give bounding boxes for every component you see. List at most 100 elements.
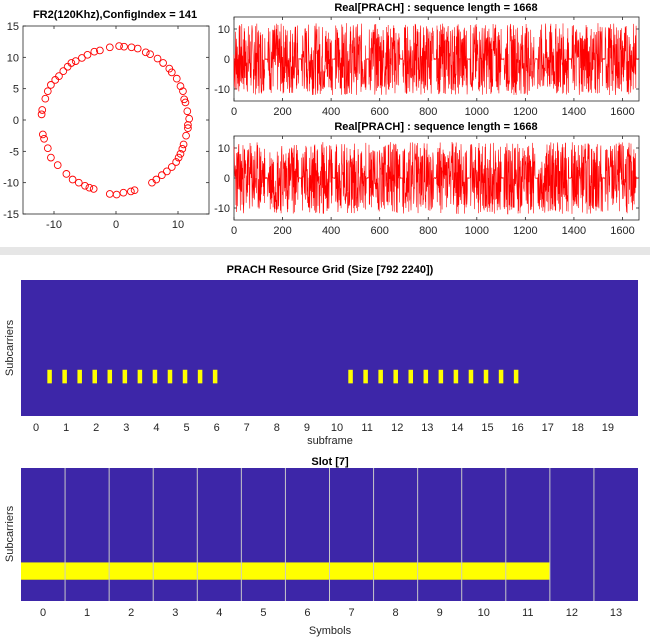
constellation-point [159,59,167,67]
constellation-point [174,153,183,162]
constellation-xtick-label: -10 [46,219,62,231]
constellation-point [38,106,47,114]
constellation-axes [22,25,210,215]
slot-grid-xtick-label: 1 [84,607,90,619]
top-figure-canvas: FR2(120Khz),ConfigIndex = 141 -10 0 10 15 10… [3,2,640,237]
constellation-ytick-label: 0 [13,115,19,127]
slot-grid-xtick-label: 7 [348,607,354,619]
resource-grid-prach-mark [438,369,444,384]
real-prach-top-ytick-label: 10 [218,24,230,36]
resource-grid-xtick-label: 10 [331,422,343,434]
constellation-point [167,68,176,77]
constellation-point [89,185,98,193]
constellation-point [172,158,180,166]
slot-grid-xtick-label: 2 [128,607,134,619]
resource-grid-xtick-label: 5 [183,422,189,434]
real-prach-bottom-title: Real[PRACH] : sequence length = 1668 [334,121,537,133]
resource-grid-xtick-label: 18 [572,422,584,434]
constellation-ytick-label: 10 [7,52,19,64]
real-prach-top-ytick-label: 0 [224,54,230,66]
constellation-point [71,57,80,65]
constellation-point [180,95,189,104]
constellation-point [85,183,94,192]
constellation-point [179,87,187,96]
constellation-ytick-label: -5 [9,146,19,158]
resource-grid-title: PRACH Resource Grid (Size [792 2240]) [227,264,434,276]
slot-grid-xtick-label: 12 [566,607,578,619]
resource-grid-prach-mark [483,369,489,384]
constellation-point [62,170,71,178]
resource-grid-xtick-label: 1 [63,422,69,434]
resource-grid-xtick-label: 17 [542,422,554,434]
constellation-point [141,48,150,57]
constellation-point [120,42,128,51]
real-prach-top-xtick-label: 1400 [562,106,586,118]
real-prach-top-xtick-label: 400 [322,106,340,118]
constellation-point [38,130,47,139]
resource-grid-ylabel: Subcarriers [4,319,16,376]
resource-grid-prach-mark [77,369,82,384]
constellation-ytick-label: 15 [7,21,19,33]
constellation-point [59,67,68,75]
constellation-point [176,149,185,158]
real-prach-top-xtick-label: 1600 [610,106,634,118]
constellation-point [183,107,192,116]
constellation-point [184,121,192,129]
resource-grid-prach-mark [62,369,67,384]
real-prach-top-xtick-label: 1200 [513,106,537,118]
resource-grid-xtick-label: 14 [451,422,463,434]
slot-grid-title: Slot [7] [311,456,349,468]
slot-grid-xtick-label: 10 [478,607,490,619]
resource-grid-xtick-label: 3 [123,422,129,434]
constellation-point [63,62,72,71]
constellation-title: FR2(120Khz),ConfigIndex = 141 [33,9,197,21]
constellation-point [165,64,174,73]
real-prach-bottom-xtick-label: 800 [419,225,437,237]
bottom-figure-canvas: PRACH Resource Grid (Size [792 2240]) 0 1… [4,264,638,637]
constellation-point [153,54,162,63]
resource-grid-axes [21,280,638,416]
constellation-ytick-label: 5 [13,84,19,96]
constellation-point [172,74,181,83]
slot-grid-xtick-label: 8 [393,607,399,619]
resource-grid-prach-mark [513,369,519,384]
constellation-point [40,134,48,143]
constellation-point [119,188,128,197]
constellation-point [146,50,154,59]
resource-grid-prach-mark [423,369,429,384]
real-prach-bottom-xtick-label: 1600 [610,225,634,237]
resource-grid-prach-mark [408,369,414,384]
resource-grid-prach-mark [152,369,158,384]
top-figure-panel: FR2(120Khz),ConfigIndex = 141 -10 0 10 15 10… [0,0,650,247]
real-prach-bottom-ytick-label: 0 [224,173,230,185]
real-prach-top-title: Real[PRACH] : sequence length = 1668 [334,2,537,14]
constellation-point [127,43,136,52]
constellation-ytick-label: -15 [3,209,19,221]
real-prach-top-line [233,23,640,96]
real-prach-top-xtick-label: 800 [419,106,437,118]
slot-grid-xtick-label: 0 [40,607,46,619]
real-prach-top-xtick-label: 600 [371,106,389,118]
bottom-figure-panel: PRACH Resource Grid (Size [792 2240]) 0 1… [0,255,650,638]
constellation-point [53,161,62,169]
resource-grid-xtick-label: 0 [33,422,39,434]
resource-grid-prach-mark [122,369,128,384]
constellation-point [81,181,89,190]
slot-grid-xtick-label: 5 [260,607,266,619]
constellation-point [127,187,135,196]
slot-grid-xtick-label: 4 [216,607,222,619]
constellation-point [96,46,104,55]
constellation-xtick-label: 0 [113,219,119,231]
resource-grid-prach-mark [47,369,52,384]
real-prach-bottom-xtick-label: 200 [273,225,291,237]
resource-grid-xtick-label: 8 [274,422,280,434]
constellation-xtick-label: 10 [172,219,184,231]
constellation-point [178,144,187,153]
real-prach-bottom-xtick-label: 400 [322,225,340,237]
constellation-point [90,47,99,56]
constellation-point [152,175,161,184]
constellation-point [74,178,83,187]
resource-grid-xtick-label: 4 [153,422,159,434]
resource-grid-xtick-label: 13 [421,422,433,434]
real-prach-bottom-xtick-label: 1400 [562,225,586,237]
